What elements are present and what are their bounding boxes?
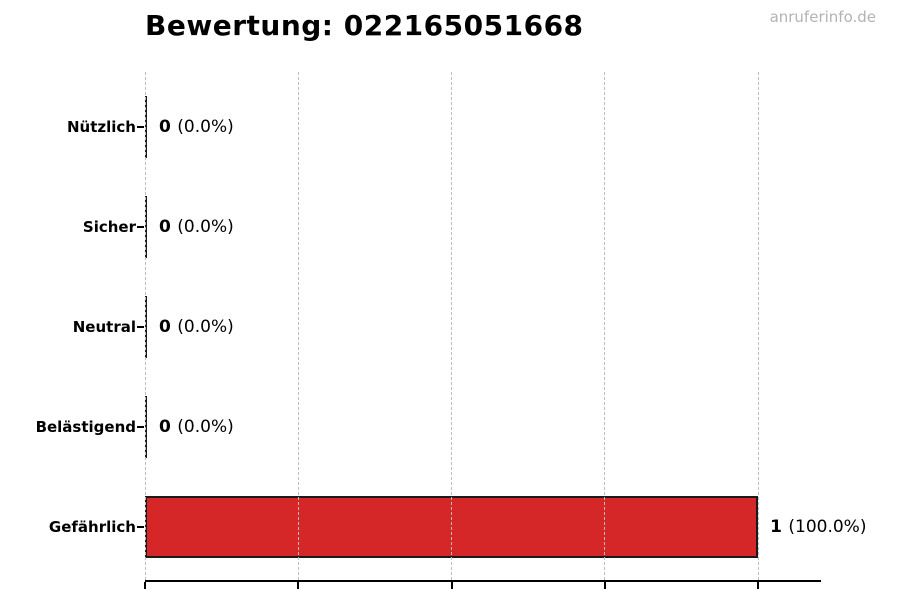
zero-value-bar	[145, 296, 147, 358]
value-label: 1 (100.0%)	[770, 477, 866, 577]
x-axis-tick	[450, 582, 453, 589]
value-percent: (0.0%)	[177, 117, 234, 137]
category-row: Neutral 0 (0.0%)	[73, 277, 820, 377]
value-count: 1	[770, 517, 782, 537]
category-label: Nützlich	[67, 118, 136, 136]
value-percent: (0.0%)	[177, 317, 234, 337]
value-count: 0	[159, 117, 171, 137]
x-axis-tick	[757, 582, 760, 589]
category-label: Neutral	[72, 318, 136, 336]
category-label: Belästigend	[35, 418, 136, 436]
value-percent: (0.0%)	[177, 217, 234, 237]
value-label: 0 (0.0%)	[159, 177, 234, 277]
x-axis-tick	[144, 582, 146, 589]
value-count: 0	[159, 217, 171, 237]
zero-value-bar	[145, 96, 147, 158]
chart-title: Bewertung: 022165051668	[145, 9, 584, 42]
y-axis-tick	[137, 526, 144, 528]
value-label: 0 (0.0%)	[159, 77, 234, 177]
y-axis-tick	[137, 126, 144, 128]
watermark-text: anruferinfo.de	[769, 8, 876, 26]
y-axis-tick	[137, 326, 144, 328]
gridline	[297, 72, 299, 580]
zero-value-bar	[145, 396, 147, 458]
category-row: Nützlich 0 (0.0%)	[67, 77, 820, 177]
gridline	[144, 72, 146, 580]
gridline	[757, 72, 759, 580]
x-axis-tick	[297, 582, 300, 589]
value-percent: (0.0%)	[177, 417, 234, 437]
value-label: 0 (0.0%)	[159, 377, 234, 477]
value-count: 0	[159, 317, 171, 337]
zero-value-bar	[145, 196, 147, 258]
plot-area: Nützlich 0 (0.0%) Sicher 0 (0.0%) Neutral 0 (0.0…	[36, 72, 866, 580]
y-axis-tick	[137, 426, 144, 428]
category-row: Gefährlich 1 (100.0%)	[49, 477, 866, 577]
value-label: 0 (0.0%)	[159, 277, 234, 377]
category-row: Sicher 0 (0.0%)	[83, 177, 820, 277]
category-label: Gefährlich	[48, 518, 136, 536]
gridline	[451, 72, 453, 580]
y-axis-tick	[137, 226, 144, 228]
value-percent: (100.0%)	[788, 517, 867, 537]
gridline	[604, 72, 606, 580]
category-row: Belästigend 0 (0.0%)	[36, 377, 820, 477]
x-axis-line	[145, 580, 821, 582]
x-axis-tick	[603, 582, 606, 589]
category-label: Sicher	[82, 218, 136, 236]
value-count: 0	[159, 417, 171, 437]
